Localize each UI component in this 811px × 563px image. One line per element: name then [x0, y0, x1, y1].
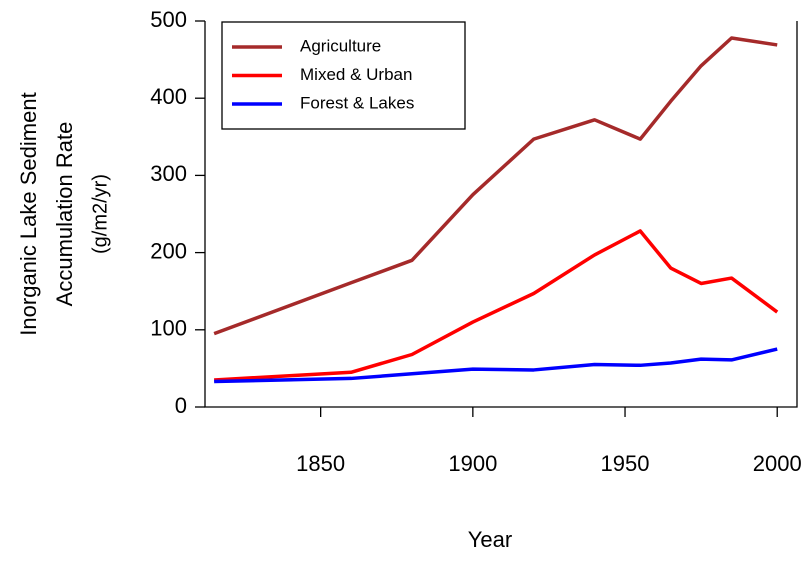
y-axis-label: Accumulation Rate	[52, 122, 77, 307]
x-tick-label: 1950	[601, 451, 650, 476]
y-axis-label: (g/m2/yr)	[89, 174, 111, 254]
axis-frame	[204, 21, 798, 408]
x-axis-label: Year	[468, 527, 512, 552]
y-tick-label: 500	[150, 7, 187, 32]
legend-label: Mixed & Urban	[300, 65, 412, 84]
legend-label: Agriculture	[300, 36, 381, 55]
series-line	[214, 347, 778, 384]
y-tick-label: 100	[150, 316, 187, 341]
series-line	[213, 36, 778, 336]
x-tick-label: 2000	[753, 451, 802, 476]
y-axis-label: Inorganic Lake Sediment	[16, 92, 41, 335]
x-tick-label: 1850	[296, 451, 345, 476]
x-tick-label: 1900	[448, 451, 497, 476]
y-tick-label: 400	[150, 84, 187, 109]
y-tick-label: 300	[150, 161, 187, 186]
series-line	[214, 229, 779, 382]
y-tick-label: 200	[150, 238, 187, 263]
legend-label: Forest & Lakes	[300, 93, 414, 112]
y-tick-label: 0	[175, 393, 187, 418]
